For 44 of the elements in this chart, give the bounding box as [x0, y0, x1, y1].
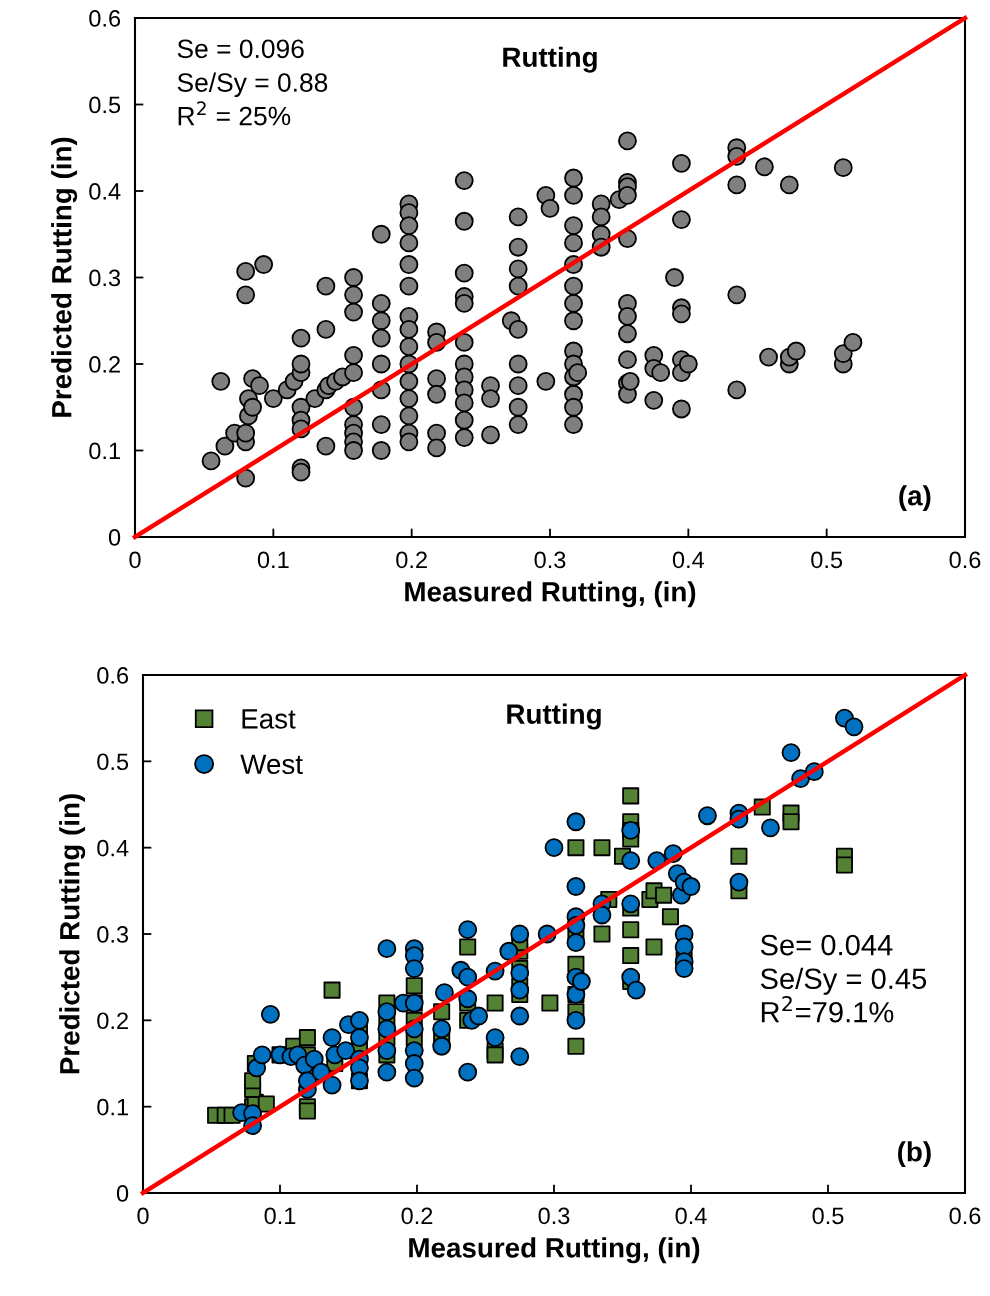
y-tick-label: 0.4	[97, 839, 129, 857]
x-tick-label: 0.6	[949, 551, 981, 569]
y-tick-label: 0.5	[89, 96, 121, 114]
y-tick-label: 0.2	[89, 356, 120, 373]
y-tick-label: 0.2	[97, 1012, 128, 1030]
annotation: R$^{2}$ = 25%	[178, 101, 291, 126]
y-tick-label: 0.3	[97, 926, 129, 943]
y-tick-label: 0.6	[89, 10, 121, 27]
y-tick-label: 0	[116, 1185, 129, 1202]
y-axis-title: Predicted Rutting (in)	[59, 794, 86, 1074]
x-tick-label: 0.3	[534, 551, 566, 569]
x-tick-label: 0.3	[538, 1207, 570, 1225]
x-axis-title: Measured Rutting, (in)	[409, 1237, 700, 1264]
x-tick-label: 0	[129, 551, 141, 569]
x-tick-label: 0.1	[257, 551, 289, 569]
y-tick-label: 0.1	[97, 1098, 128, 1116]
annotation: R$^{2}$=79.1%	[761, 995, 894, 1023]
y-tick-label: 0.5	[97, 753, 129, 771]
legend-label: West	[240, 754, 303, 775]
legend-label: East	[242, 709, 296, 729]
x-tick-label: 0.5	[812, 1207, 844, 1225]
y-tick-label: 0	[108, 529, 121, 546]
x-tick-label: 0.2	[401, 1207, 433, 1225]
annotation: Se/Sy = 0.88	[177, 72, 328, 98]
x-tick-label: 0.4	[672, 551, 705, 569]
x-tick-label: 0.1	[264, 1207, 296, 1225]
x-tick-label: 0.5	[811, 551, 843, 569]
annotation: Se/Sy = 0.45	[760, 967, 927, 995]
annotation: Se= 0.044	[760, 934, 893, 956]
y-tick-label: 0.1	[89, 442, 120, 460]
annotation: Se = 0.096	[177, 39, 304, 59]
y-tick-label: 0.6	[97, 667, 129, 684]
text: Rutting	[507, 703, 601, 730]
annotation: (a)	[899, 485, 931, 512]
y-axis-title: Predicted Rutting (in)	[51, 137, 78, 417]
y-tick-label: 0.4	[89, 183, 121, 200]
x-tick-label: 0.6	[949, 1207, 981, 1225]
x-tick-label: 0.2	[396, 551, 427, 569]
x-tick-label: 0.4	[675, 1207, 707, 1225]
x-tick-label: 0	[137, 1207, 149, 1225]
text: Rutting	[503, 46, 597, 73]
x-axis-title: Measured Rutting, (in)	[405, 581, 696, 608]
annotation: (b)	[898, 1141, 931, 1168]
y-tick-label: 0.3	[89, 269, 121, 287]
